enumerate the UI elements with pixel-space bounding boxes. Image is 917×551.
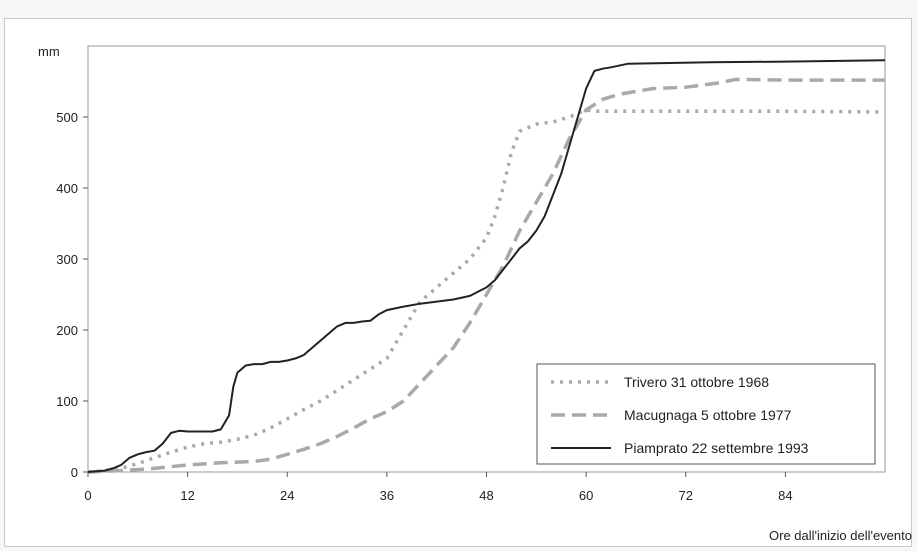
y-tick-label: 100 bbox=[56, 394, 78, 409]
y-tick-label: 500 bbox=[56, 110, 78, 125]
x-tick-label: 60 bbox=[579, 488, 593, 503]
series-line-3 bbox=[87, 59, 886, 473]
x-tick-label: 24 bbox=[280, 488, 294, 503]
legend: Trivero 31 ottobre 1968 Macugnaga 5 ottob… bbox=[536, 363, 876, 465]
x-axis-label: Ore dall'inizio dell'evento bbox=[769, 528, 912, 543]
y-tick-label: 0 bbox=[71, 465, 78, 480]
legend-label: Piamprato 22 settembre 1993 bbox=[624, 440, 809, 456]
y-tick-label: 400 bbox=[56, 181, 78, 196]
x-tick-label: 36 bbox=[380, 488, 394, 503]
x-tick-label: 72 bbox=[679, 488, 693, 503]
y-tick-label: 200 bbox=[56, 323, 78, 338]
legend-label: Trivero 31 ottobre 1968 bbox=[624, 374, 769, 390]
x-tick-label: 12 bbox=[180, 488, 194, 503]
x-tick-label: 84 bbox=[778, 488, 792, 503]
y-tick-label: 300 bbox=[56, 252, 78, 267]
y-axis-unit-label: mm bbox=[38, 44, 60, 59]
legend-label: Macugnaga 5 ottobre 1977 bbox=[624, 407, 792, 423]
x-tick-label: 48 bbox=[479, 488, 493, 503]
series-line-2 bbox=[87, 77, 885, 474]
x-tick-label: 0 bbox=[84, 488, 91, 503]
